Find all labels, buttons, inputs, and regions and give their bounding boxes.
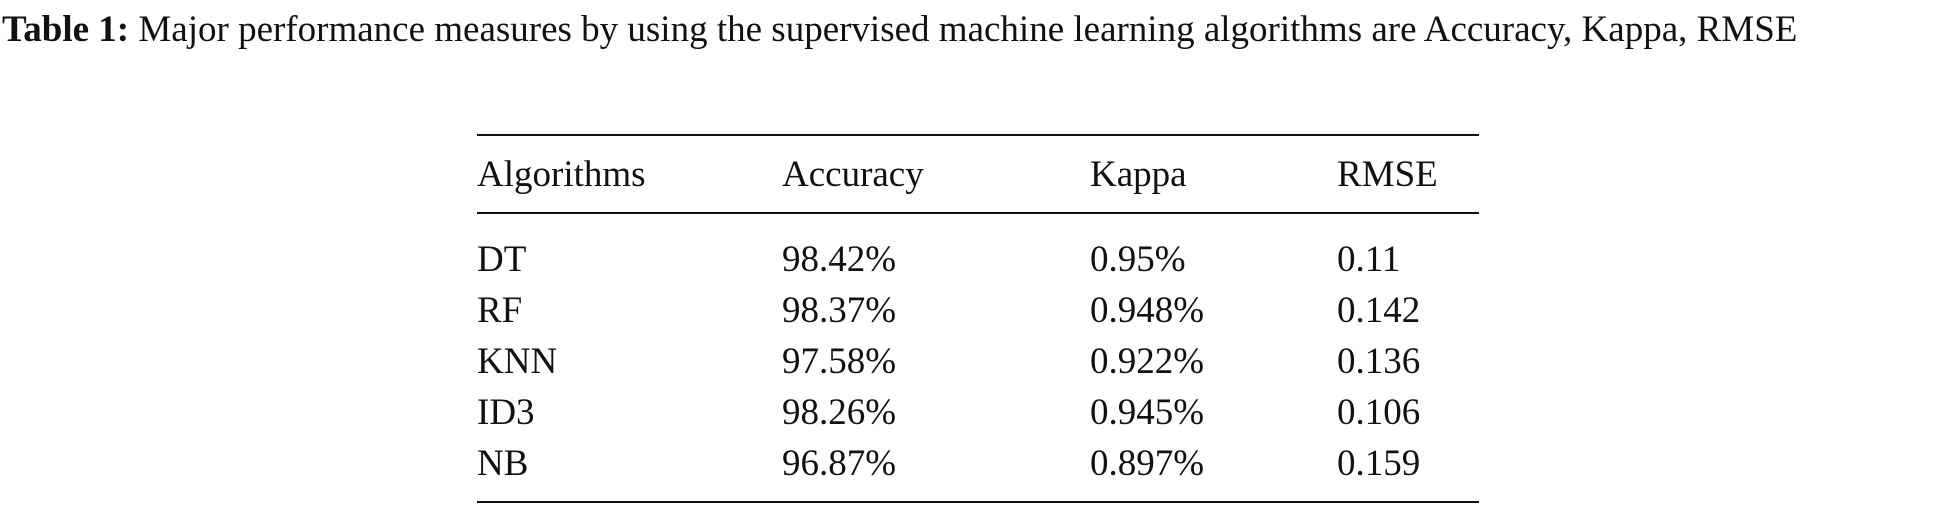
table-cell: RF [477,290,523,331]
table-cell: 0.11 [1337,239,1401,280]
table-row: NB 96.87% 0.897% 0.159 [477,438,1479,502]
table-cell: 98.26% [782,392,897,433]
table-row: RF 98.37% 0.948% 0.142 [477,285,1479,336]
column-header: Algorithms [477,153,646,195]
table-cell: 98.42% [782,239,897,280]
table-body: DT 98.42% 0.95% 0.11 RF 98.37% 0.948% 0.142 KNN 9… [477,213,1479,502]
table-cell: 0.897% [1090,443,1205,484]
table-cell: 0.95% [1090,239,1186,280]
table-cell: 0.159 [1337,443,1421,484]
table-cell: 0.922% [1090,341,1205,382]
header-row: Algorithms Accuracy Kappa RMSE [477,135,1479,213]
table-row: KNN 97.58% 0.922% 0.136 [477,336,1479,387]
table-cell: 0.136 [1337,341,1421,382]
table-cell: KNN [477,341,558,382]
table-cell: 97.58% [782,341,897,382]
caption-label: Table 1: [2,9,130,50]
table-caption: Table 1: Major performance measures by u… [2,4,1952,55]
table-cell: ID3 [477,392,535,433]
table-cell: 0.142 [1337,290,1421,331]
table-cell: 0.948% [1090,290,1205,331]
column-header: Accuracy [782,153,924,195]
table-header: Algorithms Accuracy Kappa RMSE [477,135,1479,213]
caption-text: Major performance measures by using the … [138,9,1798,50]
column-header: RMSE [1337,153,1438,195]
table-row: DT 98.42% 0.95% 0.11 [477,213,1479,285]
table-cell: 96.87% [782,443,897,484]
results-table: Algorithms Accuracy Kappa RMSE DT 98.42% 0.95… [477,134,1479,503]
column-header: Kappa [1090,153,1187,195]
table-cell: DT [477,239,527,280]
table-cell: NB [477,443,529,484]
table-cell: 0.106 [1337,392,1421,433]
table-cell: 98.37% [782,290,897,331]
table-row: ID3 98.26% 0.945% 0.106 [477,387,1479,438]
table-cell: 0.945% [1090,392,1205,433]
